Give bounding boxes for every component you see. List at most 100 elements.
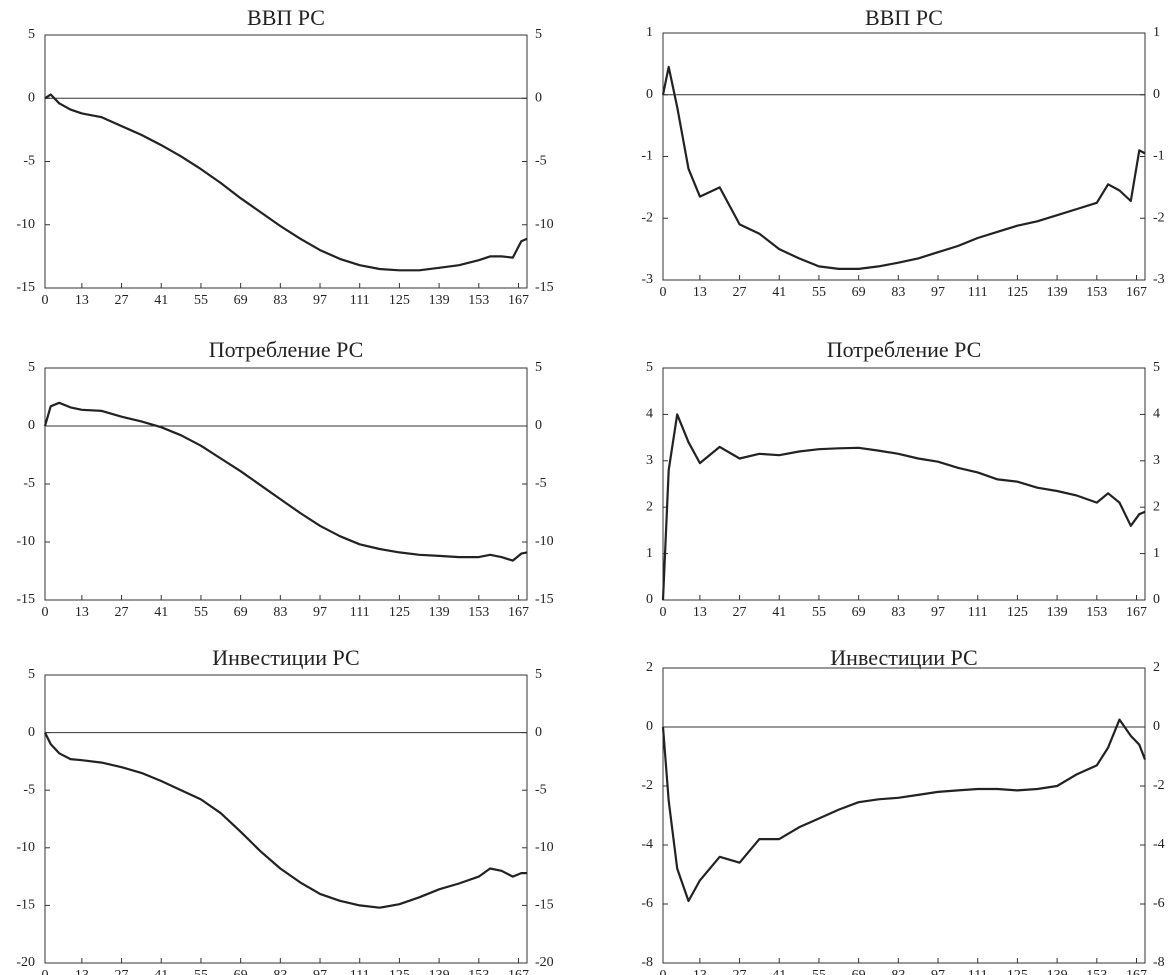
plot-frame — [44, 674, 528, 964]
y-tick-label-right: -4 — [1153, 837, 1165, 852]
x-tick-label: 111 — [968, 285, 988, 300]
y-tick-label-right: -15 — [535, 280, 554, 295]
x-tick-label: 125 — [389, 605, 410, 620]
x-tick-label: 69 — [852, 285, 866, 300]
line-series — [44, 93, 528, 272]
y-tick-label: -4 — [641, 837, 653, 852]
y-tick-label: -5 — [23, 782, 35, 797]
x-tick-label: 55 — [194, 605, 208, 620]
x-tick-label: 139 — [429, 293, 450, 308]
x-tick-label: 139 — [429, 968, 450, 975]
x-tick-label: 97 — [313, 968, 327, 975]
x-tick-label: 125 — [389, 293, 410, 308]
y-tick-label: 5 — [28, 360, 35, 375]
chart-title: ВВП РС — [865, 5, 943, 30]
x-tick-label: 167 — [1126, 285, 1147, 300]
y-tick-label-right: 0 — [1153, 592, 1160, 607]
x-tick-label: 55 — [812, 968, 826, 975]
line-series — [661, 718, 1147, 903]
plot-frame — [44, 34, 528, 289]
x-tick-label: 55 — [812, 605, 826, 620]
chart-title: Инвестиции РС — [830, 645, 977, 670]
y-tick-label-right: 3 — [1153, 453, 1160, 468]
y-tick-label-right: -20 — [535, 955, 554, 970]
y-tick-label: 2 — [646, 660, 653, 675]
y-tick-label: 0 — [646, 592, 653, 607]
chart-title: Инвестиции РС — [212, 645, 359, 670]
y-tick-label: -10 — [16, 840, 35, 855]
x-tick-label: 153 — [468, 605, 489, 620]
x-tick-label: 13 — [693, 968, 707, 975]
y-tick-label: 1 — [646, 25, 653, 40]
y-tick-label-right: 1 — [1153, 25, 1160, 40]
x-tick-label: 83 — [273, 293, 287, 308]
x-tick-label: 69 — [234, 293, 248, 308]
y-tick-label: -5 — [23, 476, 35, 491]
line-series — [661, 413, 1146, 601]
plot-frame — [44, 367, 528, 601]
y-tick-label: 4 — [646, 407, 653, 422]
y-tick-label: -8 — [641, 955, 653, 970]
x-tick-label: 27 — [115, 605, 129, 620]
y-tick-label: -10 — [16, 534, 35, 549]
x-tick-label: 153 — [1086, 968, 1107, 975]
x-tick-label: 153 — [1086, 285, 1107, 300]
x-tick-label: 97 — [931, 968, 945, 975]
y-tick-label-right: 4 — [1153, 407, 1160, 422]
y-tick-label: -2 — [641, 778, 653, 793]
y-tick-label: -1 — [641, 149, 653, 164]
chart-title: ВВП РС — [247, 5, 325, 30]
y-tick-label: 0 — [28, 418, 35, 433]
x-tick-label: 0 — [42, 968, 49, 975]
x-tick-label: 167 — [508, 293, 529, 308]
y-tick-label: 5 — [28, 27, 35, 42]
y-tick-label: -6 — [641, 896, 653, 911]
y-tick-label-right: 0 — [535, 90, 542, 105]
y-tick-label-right: 0 — [535, 725, 542, 740]
y-tick-label-right: -6 — [1153, 896, 1165, 911]
x-tick-label: 139 — [1047, 968, 1068, 975]
x-tick-label: 13 — [693, 285, 707, 300]
x-tick-label: 27 — [733, 968, 747, 975]
x-tick-label: 69 — [234, 605, 248, 620]
y-tick-label: 5 — [646, 360, 653, 375]
plot-frame — [662, 667, 1146, 964]
x-tick-label: 139 — [1047, 605, 1068, 620]
y-tick-label: 0 — [646, 719, 653, 734]
y-tick-label-right: -3 — [1153, 272, 1165, 287]
y-tick-label-right: 5 — [1153, 360, 1160, 375]
y-tick-label-right: 0 — [1153, 719, 1160, 734]
y-tick-label: -15 — [16, 280, 35, 295]
y-tick-label-right: -2 — [1153, 778, 1165, 793]
y-tick-label-right: 2 — [1153, 499, 1160, 514]
x-tick-label: 83 — [891, 968, 905, 975]
y-tick-label: -2 — [641, 210, 653, 225]
y-tick-label-right: 5 — [535, 360, 542, 375]
x-tick-label: 167 — [508, 968, 529, 975]
x-tick-label: 27 — [115, 293, 129, 308]
x-tick-label: 111 — [350, 605, 370, 620]
x-tick-label: 153 — [1086, 605, 1107, 620]
y-tick-label-right: 5 — [535, 27, 542, 42]
plot-frame — [662, 367, 1146, 601]
y-tick-label: 0 — [28, 90, 35, 105]
y-tick-label-right: 2 — [1153, 660, 1160, 675]
x-tick-label: 97 — [931, 285, 945, 300]
x-tick-label: 41 — [154, 605, 168, 620]
x-tick-label: 27 — [733, 605, 747, 620]
x-tick-label: 125 — [1007, 968, 1028, 975]
x-tick-label: 13 — [693, 605, 707, 620]
x-tick-label: 125 — [1007, 285, 1028, 300]
x-tick-label: 139 — [1047, 285, 1068, 300]
x-tick-label: 97 — [313, 293, 327, 308]
y-tick-label-right: 0 — [1153, 87, 1160, 102]
x-tick-label: 83 — [891, 285, 905, 300]
x-tick-label: 69 — [234, 968, 248, 975]
x-tick-label: 0 — [42, 605, 49, 620]
x-tick-label: 41 — [772, 285, 786, 300]
x-tick-label: 55 — [194, 293, 208, 308]
y-tick-label-right: -5 — [535, 782, 547, 797]
y-tick-label-right: -2 — [1153, 210, 1165, 225]
y-tick-label-right: -8 — [1153, 955, 1165, 970]
